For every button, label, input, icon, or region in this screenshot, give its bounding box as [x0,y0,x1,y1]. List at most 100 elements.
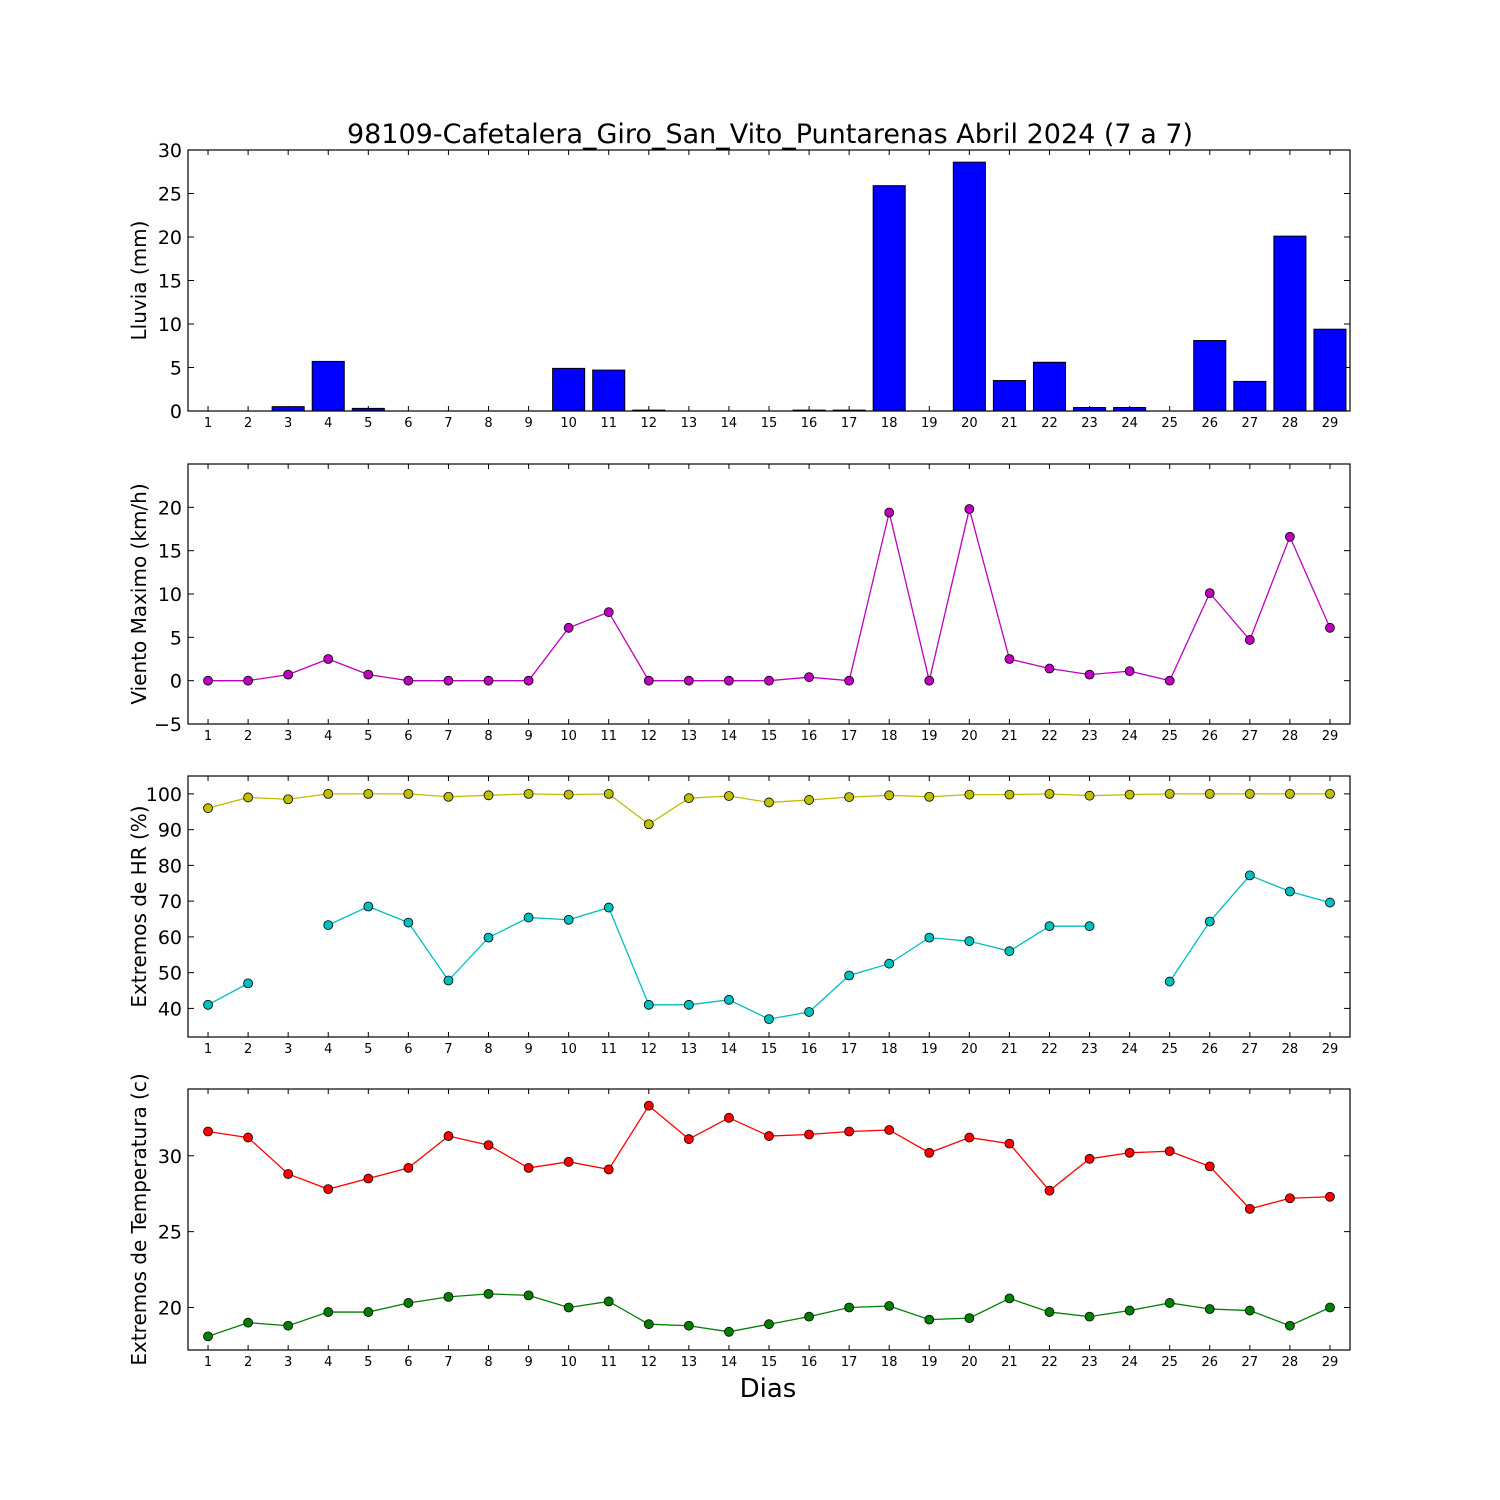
data-point [1084,669,1095,680]
data-point [603,1296,614,1307]
data-point [1244,788,1255,799]
data-point [603,902,614,913]
data-point [683,1320,694,1331]
data-point [563,1156,574,1167]
data-point [403,1163,414,1173]
data-point [243,978,254,989]
data-point [363,788,374,799]
x-tick-label: 9 [524,1042,532,1057]
series-line [327,905,1090,1020]
data-point [1044,788,1055,799]
x-tick-label: 18 [881,416,898,431]
x-tick-label: 9 [524,1355,532,1370]
data-point [884,507,895,518]
bar [1032,361,1067,412]
x-tick-label: 25 [1161,1042,1178,1057]
data-point [363,1307,374,1317]
data-point [243,675,254,686]
y-tick-label: 25 [158,1222,182,1244]
y-tick-label: 10 [158,314,182,336]
x-tick-label: 23 [1081,1355,1098,1370]
data-point [323,1307,334,1317]
bar [952,161,986,412]
bar [1273,235,1307,412]
x-tick-label: 14 [721,416,738,431]
data-point [1284,531,1295,542]
x-tick-label: 5 [364,1042,372,1057]
data-point [884,1125,895,1135]
x-tick-label: 8 [484,416,492,431]
x-tick-label: 12 [641,416,658,431]
data-point [1044,921,1055,932]
bar [311,360,345,412]
x-tick-label: 29 [1322,416,1339,431]
data-point [643,1100,654,1111]
data-point [203,1331,213,1342]
data-point [1164,1146,1175,1157]
data-point [924,1314,935,1325]
data-point [283,1169,294,1179]
x-tick-label: 2 [244,1355,252,1370]
y-axis-label: Extremos de HR (%) [127,805,151,1007]
y-tick-label: 10 [158,584,182,606]
data-point [483,675,494,686]
x-tick-label: 27 [1242,1355,1259,1370]
x-tick-label: 4 [324,729,332,744]
data-point [884,790,895,801]
y-tick-label: 15 [158,541,182,563]
y-tick-label: −5 [154,714,182,736]
data-point [1004,946,1015,957]
x-tick-label: 22 [1041,1042,1058,1057]
data-point [203,675,213,686]
data-point [764,797,774,808]
x-tick-label: 17 [841,1042,858,1057]
data-point [964,504,975,514]
data-point [1044,663,1055,674]
data-point [283,794,294,805]
x-tick-label: 6 [404,729,412,744]
data-point [1084,790,1095,801]
bar [552,367,586,412]
x-tick-label: 16 [801,1042,818,1057]
x-tick-label: 24 [1121,729,1138,744]
data-point [523,788,534,799]
data-point [243,792,254,803]
data-point [884,958,895,969]
x-tick-label: 16 [801,416,818,431]
x-tick-label: 6 [404,416,412,431]
x-axis-label: Dias [740,1374,797,1404]
data-point [683,675,694,686]
data-point [483,790,494,801]
y-tick-label: 5 [170,358,182,380]
data-point [403,675,414,686]
data-point [1004,1293,1015,1304]
y-tick-label: 90 [158,820,182,842]
data-point [1284,1193,1295,1204]
x-tick-label: 19 [921,416,938,431]
x-tick-label: 26 [1201,729,1218,744]
x-tick-label: 8 [484,1042,492,1057]
y-tick-label: 15 [158,271,182,293]
data-point [1004,1138,1015,1149]
x-tick-label: 25 [1161,729,1178,744]
data-point [203,1126,213,1137]
data-point [844,792,855,802]
data-point [603,1164,614,1175]
x-tick-label: 17 [841,416,858,431]
data-point [964,1132,975,1143]
x-tick-label: 18 [881,1042,898,1057]
data-point [403,1298,414,1308]
temperature-axes-frame [187,1088,1351,1351]
data-point [724,791,734,801]
x-tick-label: 12 [641,1042,658,1057]
x-tick-label: 29 [1322,1355,1339,1370]
x-tick-label: 13 [681,1042,698,1057]
data-point [844,970,855,981]
data-point [724,1326,734,1337]
data-point [563,914,574,925]
x-tick-label: 11 [600,416,617,431]
y-axis-label: Extremos de Temperatura (c) [127,1073,151,1365]
data-point [804,1129,814,1140]
